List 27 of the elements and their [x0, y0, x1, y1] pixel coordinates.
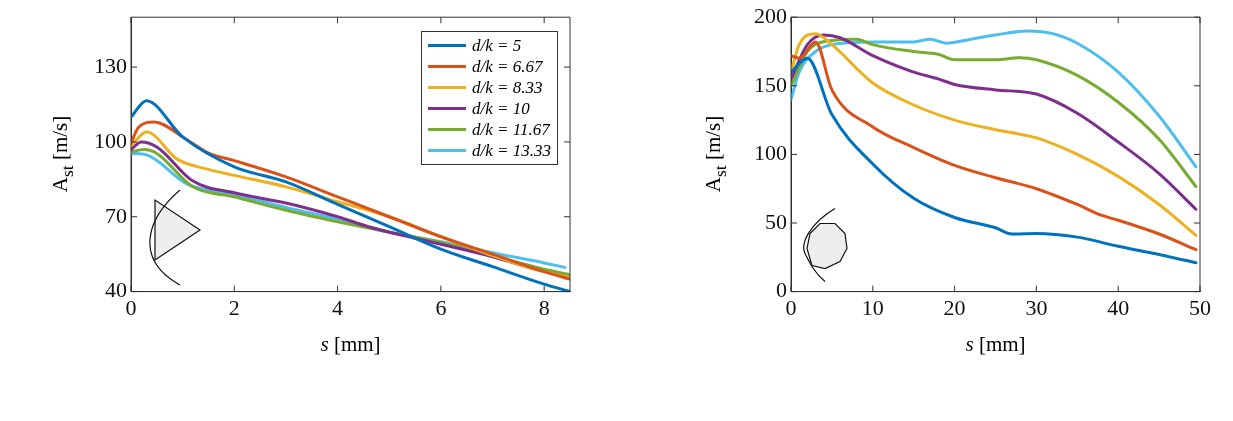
x-tick-label: 10: [861, 294, 884, 320]
y-tick-label: 150: [754, 71, 787, 97]
legend-label: d/k = 13.33: [472, 140, 551, 161]
x-tick-label: 20: [943, 294, 966, 320]
x-tick-label: 50: [1189, 294, 1211, 320]
x-tick-label: 30: [1025, 294, 1048, 320]
x-tick-label: 8: [538, 294, 550, 320]
legend-label: d/k = 6.67: [472, 56, 543, 77]
y-tick-label: 100: [94, 127, 127, 153]
y-tick-label: 200: [754, 2, 787, 28]
legend-label: d/k = 5: [472, 35, 522, 56]
y-tick-label: 0: [776, 277, 787, 303]
x-tick-label: 6: [435, 294, 447, 320]
y-tick-label: 50: [765, 208, 787, 234]
legend-label: d/k = 10: [472, 98, 530, 119]
legend-label: d/k = 11.67: [472, 119, 550, 140]
x-axis-title: s [mm]: [964, 331, 1027, 357]
y-tick-label: 70: [105, 202, 127, 228]
y-tick-label: 100: [754, 140, 787, 166]
line-series: [791, 29, 1198, 169]
x-tick-label: 40: [1107, 294, 1130, 320]
x-tick-label: 2: [228, 294, 240, 320]
x-tick-label: 4: [332, 294, 344, 320]
y-tick-label: 40: [105, 277, 127, 303]
y-tick-label: 130: [94, 52, 127, 78]
x-axis-title: s [mm]: [319, 331, 382, 357]
legend-label: d/k = 8.33: [472, 77, 543, 98]
